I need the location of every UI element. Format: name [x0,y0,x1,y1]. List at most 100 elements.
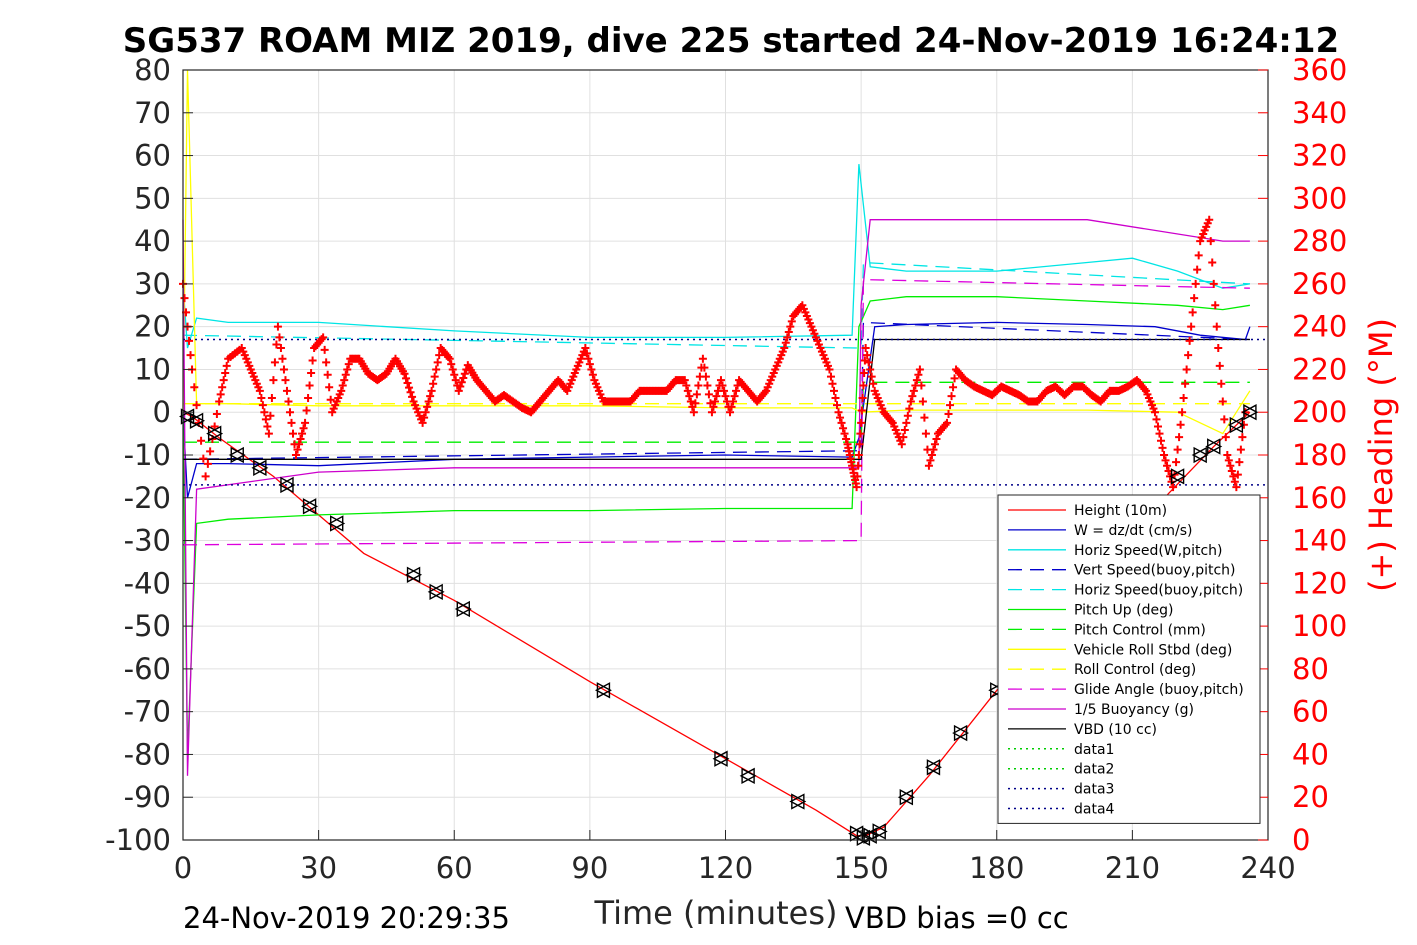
heading-point [924,461,933,470]
heading-point [588,370,597,379]
heading-point [267,393,276,402]
heading-point [1229,472,1238,481]
heading-point [426,392,435,401]
heading-point [682,381,691,390]
heading-point [323,370,332,379]
heading-point [694,381,703,390]
heading-point [830,386,838,395]
heading-point [263,422,272,431]
data-marker-right [1193,446,1209,464]
heading-point [281,376,290,385]
heading-point [585,360,594,369]
data-marker-left [427,583,443,601]
heading-point [920,413,929,422]
data-marker-right [253,459,269,477]
heading-point [424,397,433,406]
heading-point [341,370,350,379]
heading-point [787,317,796,326]
heading-point [258,401,267,410]
data-marker-right [330,515,346,532]
left-tick-label: 0 [153,395,171,429]
heading-point [855,440,864,449]
heading-point [1218,397,1227,406]
data-marker-right [899,789,915,806]
heading-point [429,379,438,388]
series-line-1 [182,321,1251,498]
heading-point [448,365,457,374]
heading-point [1184,351,1193,360]
right-tick-label: 100 [1292,609,1347,643]
heading-point [683,386,692,395]
heading-point [1152,415,1161,424]
legend-entry: VBD (10 cc) [1074,722,1157,738]
footer-timestamp: 24-Nov-2019 20:29:35 [183,901,510,935]
heading-point [269,376,278,385]
left-tick-label: -30 [124,524,171,558]
data-marker-left [594,682,611,699]
heading-point [432,365,441,374]
left-tick-label: 10 [134,352,171,386]
heading-point [1172,458,1181,467]
heading-point [295,440,304,449]
right-tick-label: 40 [1292,737,1329,771]
right-tick-label: 180 [1292,438,1347,472]
heading-point [255,386,264,395]
heading-point [716,376,725,385]
heading-point [218,383,227,392]
series-line-3 [182,321,1250,460]
data-marker-right [1170,468,1187,485]
heading-point [854,451,863,459]
heading-point [857,406,866,415]
heading-point [581,344,590,353]
right-axis-label: (+) Heading (°M) [1362,318,1400,592]
left-tick-label: 20 [134,310,171,344]
heading-point [726,408,735,417]
heading-point [403,378,412,387]
left-tick-label: 80 [134,53,171,87]
heading-point [1169,483,1178,492]
legend-entry: Height (10m) [1074,503,1167,519]
left-tick-label: -60 [124,652,171,686]
heading-point [402,374,411,383]
heading-point [1214,344,1223,353]
heading-point [784,328,793,337]
heading-point [584,354,593,363]
heading-point [344,360,353,369]
left-tick-label: 70 [134,96,171,130]
heading-point [730,392,739,401]
series-line-2 [182,164,1251,349]
heading-point [221,369,230,378]
data-marker-right [596,682,612,699]
x-tick-label: 150 [833,851,888,885]
legend: Height (10m) W = dz/dt (cm/s) Horiz Speed(… [997,494,1261,824]
heading-point [864,358,873,367]
heading-point [430,372,439,381]
heading-point [206,447,215,456]
heading-point [1173,445,1182,454]
data-marker-right [302,498,319,515]
heading-point [199,454,208,463]
heading-point [1208,258,1217,267]
heading-point [912,376,921,385]
heading-point [700,363,709,372]
heading-point [308,356,317,365]
heading-point [408,392,417,401]
left-tick-label: 60 [134,139,171,173]
x-tick-label: 180 [969,851,1024,885]
x-tick-label: 240 [1240,851,1295,885]
x-tick-label: 60 [436,851,473,885]
heading-point [899,433,908,442]
heading-point [828,379,837,388]
heading-point [284,397,293,406]
heading-point [866,365,875,374]
heading-point [587,365,596,374]
heading-point [917,381,926,390]
right-tick-label: 280 [1292,224,1347,258]
heading-point [691,399,700,408]
heading-point [712,392,721,401]
right-tick-label: 160 [1292,481,1347,515]
heading-point [914,370,923,379]
heading-point [903,411,912,420]
legend-entry: Pitch Control (mm) [1074,622,1206,638]
heading-point [340,376,349,385]
